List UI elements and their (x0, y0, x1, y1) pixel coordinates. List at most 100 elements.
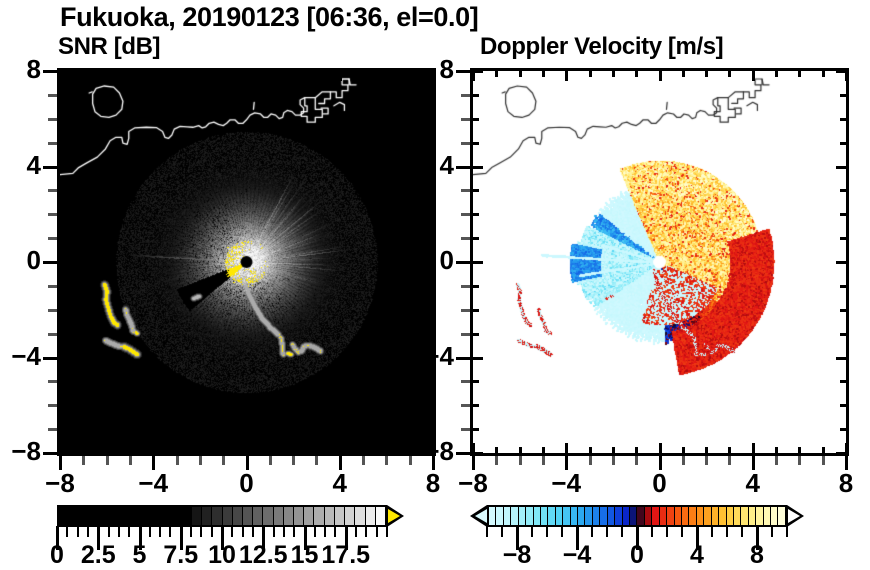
doppler-colorbar-tick-label: 0 (630, 541, 644, 569)
doppler-ytick-right (836, 166, 846, 169)
doppler-colorbar-segment (615, 507, 623, 525)
snr-ytick-outer (48, 333, 57, 336)
doppler-ytick-outer (461, 428, 470, 431)
snr-ytick-right (427, 142, 433, 145)
snr-ytick-left (60, 166, 70, 169)
snr-xtick-bottom (246, 443, 249, 453)
doppler-xtick-outer (635, 456, 638, 465)
snr-colorbar[interactable] (56, 505, 404, 550)
snr-colorbar-segment (212, 507, 223, 525)
snr-colorbar-segment (69, 507, 80, 525)
snr-ytick-right (423, 357, 433, 360)
snr-xtick-top (152, 71, 155, 81)
snr-colorbar-segment (345, 507, 356, 525)
snr-xtick-outer (362, 456, 365, 465)
doppler-plot-panel[interactable] (470, 68, 849, 456)
doppler-ytick-right (840, 333, 846, 336)
snr-radar-image (60, 71, 433, 453)
doppler-colorbar[interactable] (470, 505, 815, 550)
snr-xtick-outer (222, 456, 225, 465)
snr-colorbar-tick-label: 12.5 (238, 541, 288, 569)
snr-ytick-left (60, 213, 66, 216)
doppler-ytick-left (473, 452, 483, 455)
doppler-colorbar-over-arrow-fill (788, 509, 800, 523)
snr-ytick-outer (43, 261, 57, 264)
doppler-ytick-left (473, 428, 479, 431)
doppler-colorbar-tick (591, 526, 593, 537)
doppler-xtick-bottom (472, 443, 475, 453)
doppler-xtick-top (845, 71, 848, 81)
doppler-xtick-outer (798, 456, 801, 465)
doppler-xtick-outer (822, 456, 825, 465)
snr-x-axis-label: 0 (239, 468, 254, 498)
snr-xtick-top (409, 71, 412, 77)
doppler-colorbar-segment (689, 507, 697, 525)
snr-xtick-bottom (362, 447, 365, 453)
snr-y-axis-label: −8 (11, 436, 41, 466)
snr-ytick-outer (48, 428, 57, 431)
snr-colorbar-tick (241, 526, 244, 537)
doppler-colorbar-segment (726, 507, 734, 525)
snr-colorbar-segment (253, 507, 264, 525)
snr-ytick-left (60, 189, 66, 192)
doppler-ytick-right (836, 261, 846, 264)
snr-ytick-outer (48, 237, 57, 240)
doppler-xtick-top (775, 71, 778, 77)
doppler-colorbar-segment (733, 507, 742, 525)
doppler-xtick-outer (775, 456, 778, 465)
doppler-xtick-bottom (752, 443, 755, 453)
snr-ytick-outer (48, 380, 57, 383)
doppler-ytick-right (840, 189, 846, 192)
doppler-ytick-left (473, 237, 479, 240)
snr-colorbar-segment (314, 507, 325, 525)
doppler-ytick-left (473, 261, 483, 264)
snr-y-axis-label: 8 (26, 54, 41, 84)
snr-colorbar-tick (107, 526, 110, 537)
doppler-colorbar-segment (704, 507, 712, 525)
snr-colorbar-over-arrow-fill (388, 509, 400, 523)
doppler-colorbar-segment (674, 507, 682, 525)
snr-xtick-bottom (176, 447, 179, 453)
doppler-ytick-left (473, 70, 483, 73)
doppler-xtick-bottom (705, 447, 708, 453)
doppler-colorbar-segment (622, 507, 631, 525)
snr-ytick-right (427, 333, 433, 336)
snr-colorbar-tick (324, 526, 327, 537)
doppler-colorbar-segment (741, 507, 749, 525)
doppler-xtick-top (682, 71, 685, 77)
snr-xtick-top (59, 71, 62, 81)
doppler-xtick-bottom (635, 447, 638, 453)
snr-colorbar-tick (231, 526, 234, 537)
doppler-xtick-bottom (612, 447, 615, 453)
snr-xtick-outer (106, 456, 109, 465)
doppler-colorbar-tick (636, 526, 639, 550)
doppler-colorbar-tick (606, 526, 608, 537)
snr-ytick-outer (43, 452, 57, 455)
doppler-ytick-outer (456, 70, 470, 73)
snr-colorbar-tick-label: 5 (132, 541, 147, 569)
doppler-colorbar-segment (592, 507, 601, 525)
doppler-xtick-top (495, 71, 498, 77)
doppler-xtick-top (728, 71, 731, 77)
doppler-xtick-outer (752, 456, 755, 470)
snr-colorbar-segment (79, 507, 90, 525)
doppler-xtick-top (542, 71, 545, 77)
snr-ytick-right (423, 261, 433, 264)
snr-ytick-left (60, 357, 70, 360)
doppler-colorbar-tick (486, 526, 488, 537)
snr-colorbar-segment (110, 507, 121, 525)
snr-xtick-outer (199, 456, 202, 465)
snr-plot-panel[interactable] (57, 68, 436, 456)
doppler-ytick-outer (461, 118, 470, 121)
snr-ytick-outer (48, 142, 57, 145)
doppler-colorbar-segment (644, 507, 653, 525)
doppler-colorbar-tick-label: −4 (562, 541, 592, 569)
snr-colorbar-segment (263, 507, 274, 525)
doppler-xtick-top (635, 71, 638, 77)
doppler-colorbar-segment (489, 507, 497, 525)
doppler-xtick-bottom (798, 447, 801, 453)
snr-colorbar-tick (303, 526, 307, 550)
doppler-ytick-right (840, 404, 846, 407)
snr-xtick-bottom (199, 447, 202, 453)
